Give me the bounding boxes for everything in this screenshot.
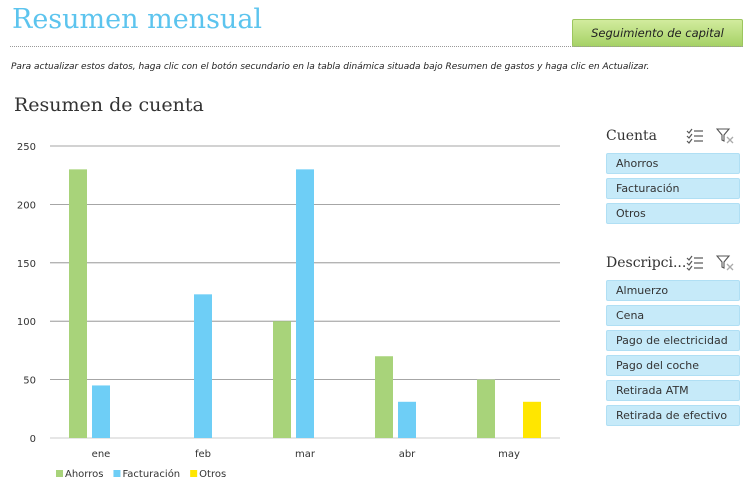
slicer-item-otros[interactable]: Otros bbox=[606, 203, 740, 224]
account-summary-chart: 0 50 100 150 200 250 ene feb mar abr may Ahorros Fac… bbox=[17, 142, 560, 480]
slicer-descripcion-title: Descripci... bbox=[606, 255, 687, 271]
slicer-item-pago-coche[interactable]: Pago del coche bbox=[606, 355, 740, 376]
bar-otros-may[interactable] bbox=[523, 401, 541, 438]
slicer-item-retirada-atm[interactable]: Retirada ATM bbox=[606, 380, 740, 401]
y-tick-label: 200 bbox=[17, 200, 36, 211]
bar-ahorros-mar[interactable] bbox=[273, 321, 291, 438]
x-tick-label: abr bbox=[399, 449, 416, 460]
slicer-item-ahorros[interactable]: Ahorros bbox=[606, 153, 740, 174]
instructions-text: Para actualizar estos datos, haga clic c… bbox=[11, 62, 650, 72]
bar-facturaci-n-mar[interactable] bbox=[296, 169, 314, 439]
bar-facturaci-n-feb[interactable] bbox=[194, 294, 212, 438]
page-title: Resumen mensual bbox=[12, 4, 263, 35]
bar-facturaci-n-abr[interactable] bbox=[398, 401, 416, 438]
bar-ahorros-may[interactable] bbox=[477, 379, 495, 438]
slicer-descripcion-header: Descripci... bbox=[606, 250, 740, 276]
slicer-descripcion: Descripci... Almuerzo Cena Pago de elect… bbox=[606, 250, 740, 426]
legend-label: Ahorros bbox=[65, 469, 103, 480]
slicer-cuenta: Cuenta Ahorros Facturación Otros bbox=[606, 123, 740, 224]
y-tick-label: 250 bbox=[17, 142, 36, 153]
x-tick-label: may bbox=[498, 449, 520, 460]
slicer-item-almuerzo[interactable]: Almuerzo bbox=[606, 280, 740, 301]
capital-tracking-button[interactable]: Seguimiento de capital bbox=[572, 19, 743, 47]
slicer-item-cena[interactable]: Cena bbox=[606, 305, 740, 326]
slicer-cuenta-header: Cuenta bbox=[606, 123, 740, 149]
legend-swatch bbox=[113, 470, 121, 477]
clear-filter-icon[interactable] bbox=[715, 255, 734, 271]
y-tick-label: 50 bbox=[23, 376, 36, 387]
x-tick-label: feb bbox=[195, 449, 211, 460]
slicer-cuenta-title: Cuenta bbox=[606, 128, 658, 144]
multi-select-icon[interactable] bbox=[686, 128, 704, 144]
legend-swatch bbox=[56, 470, 63, 477]
y-tick-label: 150 bbox=[17, 259, 36, 270]
title-divider bbox=[10, 46, 743, 47]
bar-ahorros-ene[interactable] bbox=[69, 169, 87, 439]
legend-swatch bbox=[190, 470, 198, 477]
y-tick-label: 100 bbox=[17, 317, 36, 328]
bar-ahorros-abr[interactable] bbox=[375, 356, 393, 438]
multi-select-icon[interactable] bbox=[686, 255, 704, 271]
slicer-item-retirada-efectivo[interactable]: Retirada de efectivo bbox=[606, 405, 740, 426]
legend-label: Otros bbox=[199, 469, 226, 480]
y-tick-label: 0 bbox=[30, 434, 36, 445]
x-tick-label: ene bbox=[92, 449, 111, 460]
slicer-item-pago-electricidad[interactable]: Pago de electricidad bbox=[606, 330, 740, 351]
legend-label: Facturación bbox=[122, 468, 180, 480]
chart-title: Resumen de cuenta bbox=[14, 94, 204, 116]
x-tick-label: mar bbox=[295, 449, 316, 460]
slicer-item-facturacion[interactable]: Facturación bbox=[606, 178, 740, 199]
clear-filter-icon[interactable] bbox=[715, 128, 734, 144]
bar-facturaci-n-ene[interactable] bbox=[92, 385, 110, 438]
